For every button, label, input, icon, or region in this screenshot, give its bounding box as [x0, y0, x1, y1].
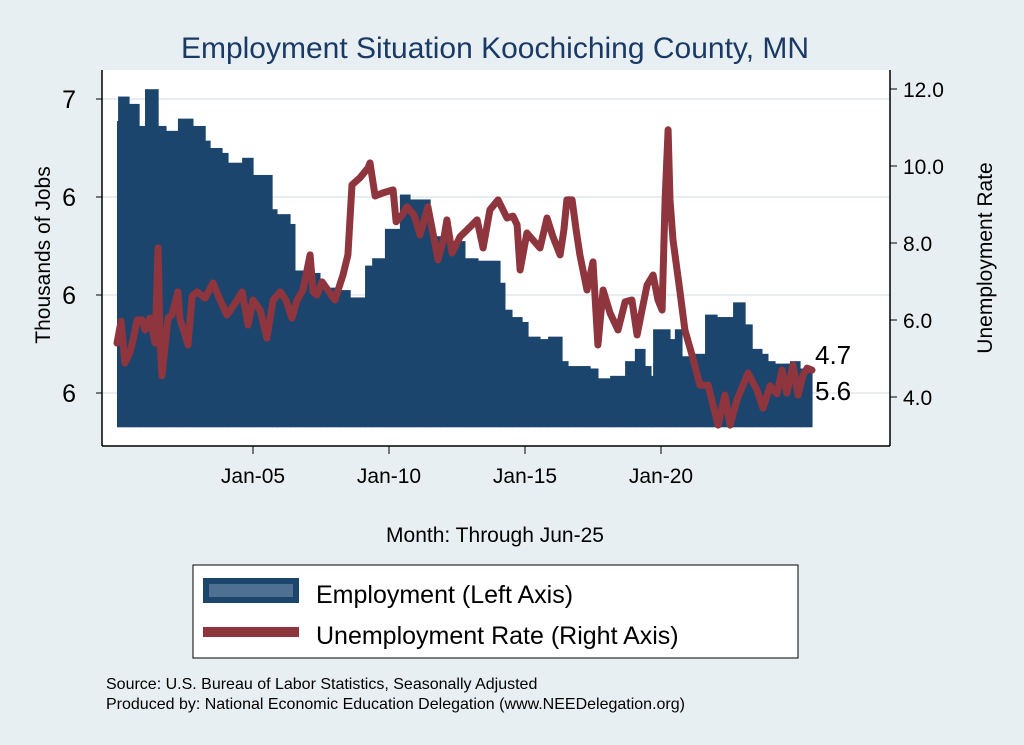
employment-bar	[561, 361, 569, 428]
employment-bar	[653, 329, 671, 428]
employment-bar	[372, 258, 386, 428]
employment-bar	[139, 125, 146, 428]
employment-bar	[365, 265, 373, 428]
employment-bar	[272, 209, 278, 428]
employment-bar	[590, 368, 599, 428]
employment-bar	[522, 321, 529, 428]
employment-bar	[221, 152, 229, 428]
employment-bar	[192, 125, 206, 428]
employment-bar	[289, 223, 296, 428]
employment-bar	[359, 297, 366, 428]
employment-bar	[253, 174, 273, 428]
x-tick-label: Jan-15	[493, 465, 557, 488]
right-tick-label: 10.0	[903, 156, 944, 179]
employment-bar	[276, 214, 291, 428]
employment-bar	[464, 258, 479, 428]
employment-bar	[319, 287, 341, 428]
employment-bar	[499, 282, 506, 428]
employment-bar	[177, 118, 194, 428]
employment-bar	[350, 297, 361, 428]
employment-bar	[767, 361, 776, 428]
employment-bar	[477, 260, 501, 428]
produced-by-note: Produced by: National Economic Education…	[106, 696, 685, 713]
employment-bar	[634, 348, 646, 428]
employment-bar	[409, 199, 431, 428]
legend-label-unemployment: Unemployment Rate (Right Axis)	[316, 622, 679, 650]
employment-bar	[205, 140, 211, 428]
last-unemployment-label: 4.7	[815, 340, 851, 370]
employment-bar	[165, 130, 179, 428]
left-tick-label: 6	[62, 184, 76, 212]
right-axis-title: Unemployment Rate	[974, 162, 997, 353]
employment-bar	[294, 270, 306, 428]
employment-bar	[399, 194, 411, 428]
right-tick-label: 12.0	[903, 79, 944, 102]
axis-ticks: 7 6 6 6 12.0 10.0 8.0 6.0 4.0 Jan-05 Jan-10 Jan-15 J…	[62, 79, 944, 488]
employment-bar	[681, 356, 691, 428]
employment-bar	[650, 375, 654, 428]
employment-bar	[567, 366, 591, 428]
employment-bar	[440, 241, 466, 428]
employment-bar	[242, 157, 254, 428]
employment-bar	[674, 329, 683, 428]
last-employment-label: 5.6	[815, 376, 851, 406]
x-tick-label: Jan-05	[221, 465, 285, 488]
employment-bar	[304, 272, 321, 428]
employment-bar	[227, 162, 243, 428]
employment-bar	[158, 125, 167, 428]
employment-bar	[644, 366, 652, 428]
employment-bar	[527, 336, 541, 428]
employment-bar	[625, 361, 636, 428]
legend-swatch-employment-inner	[209, 584, 293, 597]
right-tick-label: 4.0	[903, 387, 932, 410]
employment-bar	[340, 290, 351, 428]
employment-bar	[117, 121, 119, 428]
x-axis-title: Month: Through Jun-25	[386, 524, 604, 547]
employment-bar	[669, 339, 676, 428]
employment-bar	[597, 378, 611, 428]
employment-bar	[511, 317, 523, 428]
chart-title: Employment Situation Koochiching County,…	[181, 32, 809, 65]
unemployment-line	[113, 126, 816, 429]
employment-bar	[504, 309, 513, 428]
employment-bar	[610, 375, 626, 428]
right-tick-label: 6.0	[903, 310, 932, 333]
right-tick-label: 8.0	[903, 233, 932, 256]
x-tick-label: Jan-10	[357, 465, 421, 488]
source-note: Source: U.S. Bureau of Labor Statistics,…	[106, 676, 537, 693]
employment-bar	[384, 228, 401, 428]
employment-bar	[548, 336, 563, 428]
employment-bar	[430, 236, 441, 428]
employment-bar	[118, 96, 130, 428]
left-tick-label: 6	[62, 380, 76, 408]
legend-label-employment: Employment (Left Axis)	[316, 581, 573, 609]
employment-bars	[117, 89, 813, 428]
left-tick-label: 7	[62, 86, 76, 114]
left-axis-title: Thousands of Jobs	[32, 166, 55, 343]
legend-swatch-unemployment	[203, 627, 299, 637]
x-tick-label: Jan-20	[629, 465, 693, 488]
legend: Employment (Left Axis) Unemployment Rate…	[192, 564, 799, 659]
employment-bar	[128, 103, 140, 428]
left-tick-label: 6	[62, 282, 76, 310]
employment-bar	[539, 339, 549, 428]
